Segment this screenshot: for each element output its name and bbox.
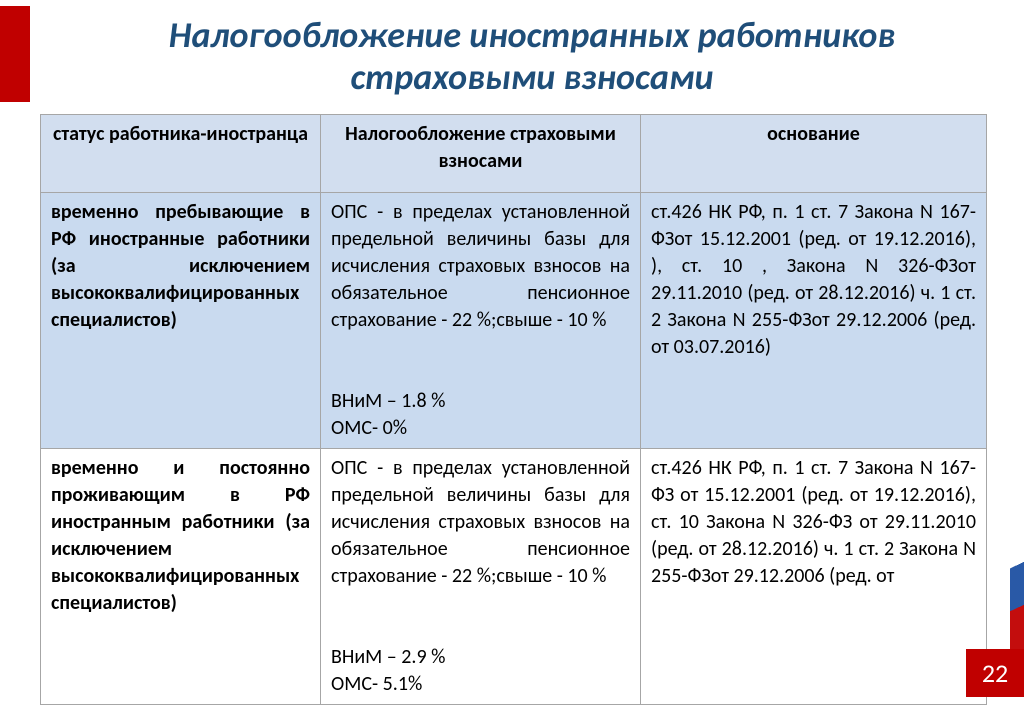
- title-area: Налогообложение иностранных работников с…: [0, 0, 1024, 109]
- flag-decoration: [1010, 519, 1024, 656]
- table-header-row: статус работника-иностранца Налогообложе…: [41, 115, 987, 193]
- page-number-badge: 22: [966, 649, 1024, 697]
- table-row: временно пребывающие в РФ иностранные ра…: [41, 193, 987, 449]
- cell-basis: ст.426 НК РФ, п. 1 ст. 7 Закона N 167-ФЗ…: [641, 193, 987, 449]
- col-basis: основание: [641, 115, 987, 193]
- cell-status: временно пребывающие в РФ иностранные ра…: [41, 193, 321, 449]
- slide-title: Налогообложение иностранных работников с…: [80, 14, 984, 99]
- slide: Налогообложение иностранных работников с…: [0, 0, 1024, 723]
- cell-tax: ОПС - в пределах установленной предельно…: [321, 449, 641, 705]
- col-status: статус работника-иностранца: [41, 115, 321, 193]
- cell-basis: ст.426 НК РФ, п. 1 ст. 7 Закона N 167-ФЗ…: [641, 449, 987, 705]
- tax-table: статус работника-иностранца Налогообложе…: [40, 114, 987, 705]
- cell-status: временно и постоянно проживающим в РФ ин…: [41, 449, 321, 705]
- accent-bar: [0, 6, 30, 102]
- cell-tax: ОПС - в пределах установленной предельно…: [321, 193, 641, 449]
- table-row: временно и постоянно проживающим в РФ ин…: [41, 449, 987, 705]
- col-tax: Налогообложение страховыми взносами: [321, 115, 641, 193]
